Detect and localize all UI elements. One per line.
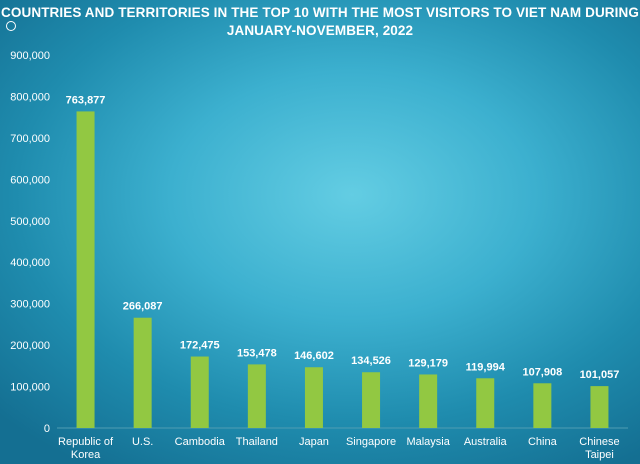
data-label: 101,057 (580, 369, 620, 381)
data-label: 134,526 (351, 355, 391, 367)
x-tick-label: Korea (71, 449, 101, 461)
bar (476, 378, 495, 428)
data-label: 172,475 (180, 340, 220, 352)
x-tick-label: Cambodia (175, 436, 226, 448)
y-tick-label: 400,000 (10, 257, 50, 269)
x-tick-label: China (528, 436, 558, 448)
x-tick-label: Australia (464, 436, 508, 448)
circle-icon (6, 21, 16, 31)
x-tick-label: Taipei (585, 449, 614, 461)
y-tick-label: 300,000 (10, 299, 50, 311)
y-tick-label: 900,000 (10, 50, 50, 62)
y-tick-label: 700,000 (10, 133, 50, 145)
bar (76, 111, 95, 429)
x-tick-label: Republic of (58, 436, 114, 448)
data-label: 763,877 (66, 94, 106, 106)
bar (247, 364, 266, 428)
bar (190, 356, 209, 428)
data-label: 153,478 (237, 347, 277, 359)
data-label: 146,602 (294, 350, 334, 362)
y-tick-label: 0 (44, 423, 50, 435)
bar (362, 372, 381, 428)
data-label: 107,908 (522, 366, 562, 378)
x-tick-label: Japan (299, 436, 329, 448)
bar (133, 317, 152, 428)
bar (419, 374, 438, 428)
x-tick-label: Singapore (346, 436, 396, 448)
bar (590, 386, 609, 428)
x-tick-label: Malaysia (406, 436, 450, 448)
data-label: 119,994 (466, 361, 506, 373)
chart-title: COUNTRIES AND TERRITORIES IN THE TOP 10 … (0, 4, 640, 40)
data-label: 129,179 (408, 357, 448, 369)
y-tick-label: 500,000 (10, 216, 50, 228)
y-tick-label: 100,000 (10, 382, 50, 394)
chart-title-line-2: JANUARY-NOVEMBER, 2022 (226, 23, 414, 38)
bar (533, 383, 552, 428)
y-tick-label: 600,000 (10, 174, 50, 186)
bar (304, 367, 323, 428)
x-tick-label: Thailand (236, 436, 278, 448)
x-tick-label: U.S. (132, 436, 153, 448)
data-label: 266,087 (123, 301, 163, 313)
chart-title-line-1: COUNTRIES AND TERRITORIES IN THE TOP 10 … (1, 5, 639, 20)
x-tick-label: Chinese (579, 436, 619, 448)
y-tick-label: 200,000 (10, 340, 50, 352)
y-tick-label: 800,000 (10, 91, 50, 103)
